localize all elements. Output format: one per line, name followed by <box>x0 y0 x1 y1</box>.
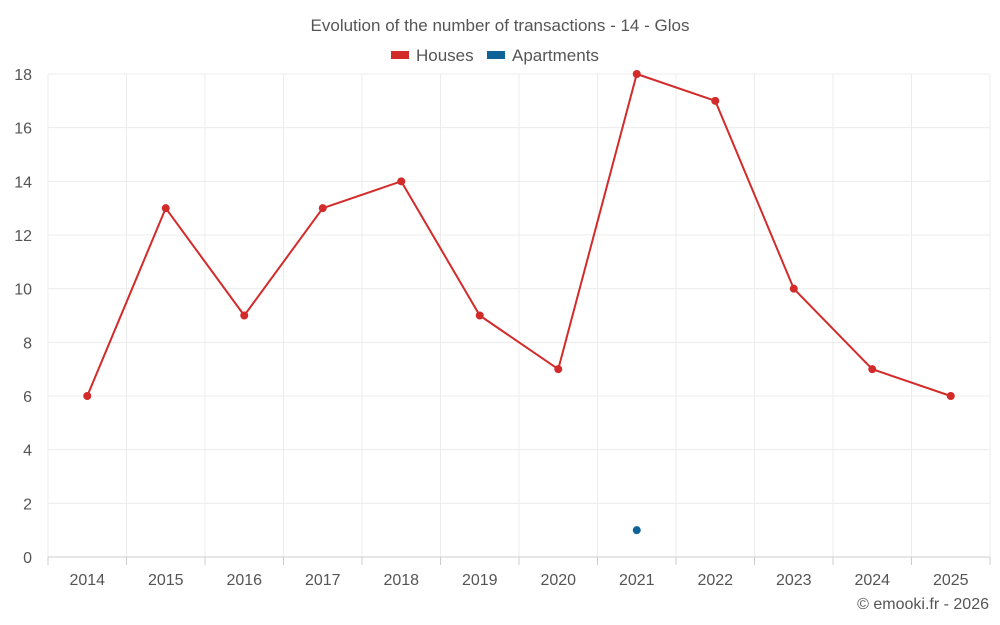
point-houses-2023[interactable] <box>789 284 798 293</box>
point-houses-2019[interactable] <box>475 311 484 320</box>
grid <box>47 73 991 557</box>
x-tick-label-2016: 2016 <box>226 572 262 589</box>
x-tick-label-2023: 2023 <box>776 572 812 589</box>
y-tick-label-10: 10 <box>14 282 32 299</box>
point-houses-2021[interactable] <box>632 70 641 78</box>
legend-label-apartments: Apartments <box>512 46 599 65</box>
credit-text: © emooki.fr - 2026 <box>857 596 989 613</box>
point-houses-2020[interactable] <box>554 365 563 374</box>
legend-item-houses[interactable]: Houses <box>391 46 474 65</box>
point-houses-2018[interactable] <box>397 177 406 186</box>
point-houses-2015[interactable] <box>161 204 170 213</box>
x-tick-label-2024: 2024 <box>854 572 890 589</box>
legend[interactable]: Houses Apartments <box>391 46 599 65</box>
y-tick-label-4: 4 <box>23 443 32 460</box>
y-tick-label-14: 14 <box>14 174 32 191</box>
x-tick-label-2014: 2014 <box>69 572 105 589</box>
x-tick-label-2015: 2015 <box>148 572 184 589</box>
series <box>83 70 955 535</box>
x-tick-label-2025: 2025 <box>933 572 969 589</box>
point-houses-2017[interactable] <box>318 204 327 213</box>
x-tick-label-2020: 2020 <box>540 572 576 589</box>
series-line-houses <box>86 73 952 397</box>
y-tick-label-6: 6 <box>23 389 32 406</box>
point-houses-2024[interactable] <box>868 365 877 374</box>
chart-title: Evolution of the number of transactions … <box>311 16 690 35</box>
y-tick-label-8: 8 <box>23 335 32 352</box>
point-houses-2014[interactable] <box>83 392 92 400</box>
x-tick-label-2019: 2019 <box>462 572 498 589</box>
y-tick-label-16: 16 <box>14 121 32 138</box>
y-tick-label-12: 12 <box>14 228 32 245</box>
y-tick-label-0: 0 <box>23 550 32 567</box>
point-apartments-2021[interactable] <box>632 526 641 535</box>
legend-label-houses: Houses <box>416 46 474 65</box>
point-houses-2025[interactable] <box>946 392 955 400</box>
point-houses-2016[interactable] <box>240 311 249 320</box>
y-tick-label-18: 18 <box>14 67 32 84</box>
x-tick-label-2018: 2018 <box>383 572 419 589</box>
x-tick-label-2021: 2021 <box>619 572 655 589</box>
x-tick-label-2017: 2017 <box>305 572 341 589</box>
axes: 0 2 4 6 8 10 12 14 16 18 2014 2015 2016 2017 2018 2019 2… <box>14 67 991 589</box>
legend-swatch-houses <box>391 51 409 59</box>
legend-swatch-apartments <box>487 51 505 59</box>
y-tick-label-2: 2 <box>23 496 32 513</box>
point-houses-2022[interactable] <box>711 96 720 105</box>
legend-item-apartments[interactable]: Apartments <box>487 46 599 65</box>
x-tick-label-2022: 2022 <box>697 572 733 589</box>
